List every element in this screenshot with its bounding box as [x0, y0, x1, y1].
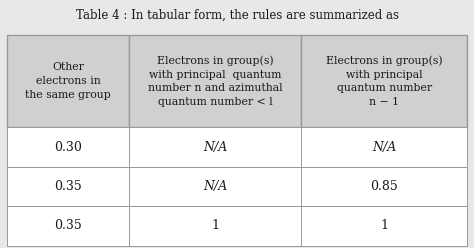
Bar — [129, 35, 301, 127]
Text: 0.30: 0.30 — [54, 141, 82, 154]
Bar — [7, 206, 129, 246]
Bar — [301, 206, 467, 246]
Text: N/A: N/A — [203, 141, 228, 154]
Bar — [301, 167, 467, 206]
Text: 0.85: 0.85 — [370, 180, 398, 193]
Bar — [7, 35, 129, 127]
Text: Electrons in group(s)
with principal
quantum number
n − 1: Electrons in group(s) with principal qua… — [326, 55, 442, 107]
Text: 1: 1 — [380, 219, 388, 232]
Text: Other
electrons in
the same group: Other electrons in the same group — [25, 62, 111, 100]
Bar — [7, 127, 129, 167]
Text: N/A: N/A — [372, 141, 396, 154]
Bar — [129, 127, 301, 167]
Bar — [129, 167, 301, 206]
Text: Table 4 : In tabular form, the rules are summarized as: Table 4 : In tabular form, the rules are… — [75, 9, 399, 22]
Text: 1: 1 — [211, 219, 219, 232]
Text: 0.35: 0.35 — [54, 219, 82, 232]
Text: 0.35: 0.35 — [54, 180, 82, 193]
Bar — [129, 206, 301, 246]
Bar — [301, 127, 467, 167]
Text: N/A: N/A — [203, 180, 228, 193]
Text: Electrons in group(s)
with principal  quantum
number n and azimuthal
quantum num: Electrons in group(s) with principal qua… — [148, 55, 283, 107]
Bar — [301, 35, 467, 127]
Bar — [7, 167, 129, 206]
